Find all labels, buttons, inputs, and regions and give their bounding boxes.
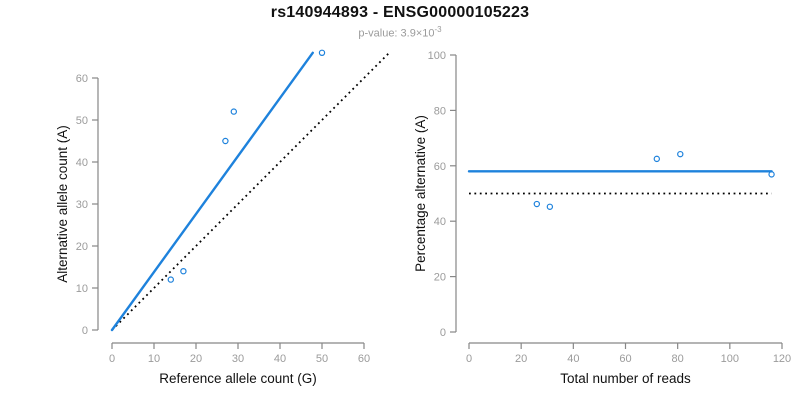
y-tick-label: 100 bbox=[428, 50, 446, 62]
p-value-text: p-value: 3.9×10 bbox=[358, 27, 435, 40]
y-tick-label: 60 bbox=[76, 73, 88, 85]
fit-line bbox=[110, 51, 314, 332]
data-point bbox=[180, 268, 187, 275]
y-tick-label: 60 bbox=[434, 161, 446, 173]
y-tick-label: 50 bbox=[76, 115, 88, 127]
percentage-scatter: 0 20 40 60 80 100 0 20 40 60 80 100 120 Total number … bbox=[413, 50, 791, 386]
x-tick-label: 60 bbox=[619, 353, 631, 365]
y-tick-label: 80 bbox=[434, 105, 446, 117]
figure-title: rs140944893 - ENSG00000105223 bbox=[270, 4, 530, 21]
data-point bbox=[653, 155, 661, 163]
x-tick-label: 40 bbox=[274, 353, 286, 365]
y-tick-label: 10 bbox=[76, 283, 88, 295]
x-tick-label: 50 bbox=[316, 353, 328, 365]
x-tick-label: 0 bbox=[109, 353, 115, 365]
y-axis-title: Alternative allele count (A) bbox=[55, 125, 70, 283]
x-tick-label: 60 bbox=[358, 353, 370, 365]
data-point bbox=[768, 171, 775, 178]
x-tick-label: 20 bbox=[515, 353, 527, 365]
y-axis-title: Percentage alternative (A) bbox=[413, 115, 428, 272]
data-point bbox=[546, 203, 554, 210]
x-tick-label: 120 bbox=[773, 353, 791, 365]
data-point bbox=[318, 49, 326, 57]
x-tick-label: 40 bbox=[567, 353, 579, 365]
y-tick-label: 0 bbox=[440, 327, 446, 339]
data-point bbox=[167, 276, 174, 283]
x-axis-title: Total number of reads bbox=[560, 371, 691, 386]
x-tick-label: 30 bbox=[232, 353, 244, 365]
x-axis-title: Reference allele count (G) bbox=[159, 371, 317, 386]
y-tick-label: 40 bbox=[434, 216, 446, 228]
x-tick-label: 10 bbox=[148, 353, 160, 365]
x-tick-label: 20 bbox=[190, 353, 202, 365]
data-point bbox=[677, 150, 684, 158]
y-tick-label: 30 bbox=[76, 199, 88, 211]
data-point bbox=[533, 200, 541, 208]
p-value-subtitle: p-value: 3.9×10-3 bbox=[0, 25, 800, 40]
y-tick-label: 20 bbox=[76, 241, 88, 253]
x-tick-label: 80 bbox=[672, 353, 684, 365]
p-value-exponent: -3 bbox=[434, 25, 442, 34]
x-tick-label: 100 bbox=[721, 353, 739, 365]
allele-count-scatter: 0 10 20 30 40 50 60 0 10 20 30 40 50 60 Reference alle… bbox=[55, 49, 389, 386]
identity-line bbox=[111, 53, 389, 331]
y-tick-label: 0 bbox=[82, 325, 88, 337]
y-tick-label: 20 bbox=[434, 272, 446, 284]
y-tick-label: 40 bbox=[76, 157, 88, 169]
data-point bbox=[230, 108, 237, 115]
x-tick-label: 0 bbox=[466, 353, 472, 365]
data-point bbox=[222, 137, 229, 145]
